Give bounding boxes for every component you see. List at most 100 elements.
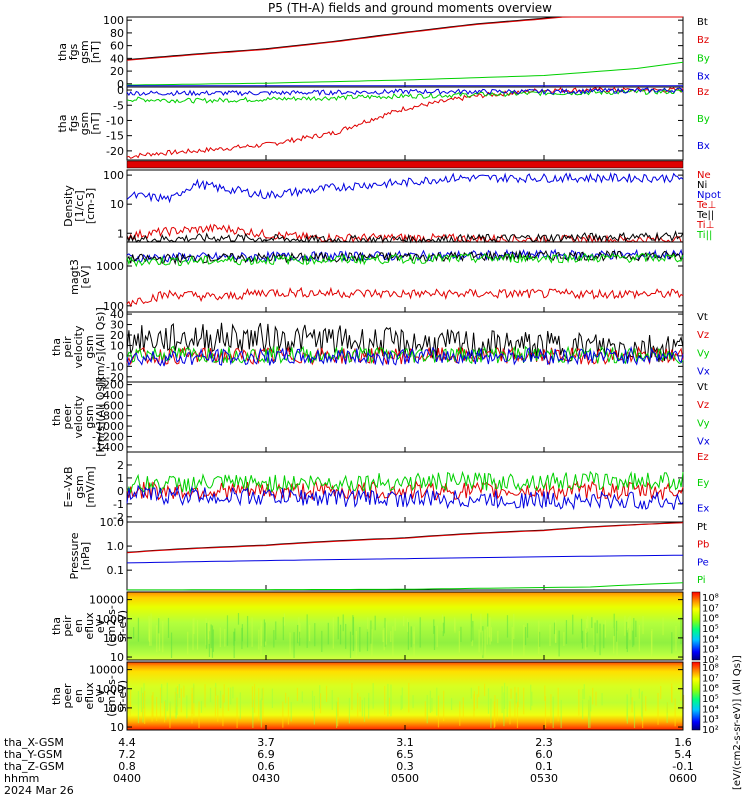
spectrogram-streak (424, 701, 426, 719)
spectrogram-streak (149, 618, 151, 646)
spectrogram-streak (630, 688, 632, 705)
y-tick-label: 2 (117, 459, 124, 472)
spectrogram-streak (626, 619, 628, 631)
spectrogram-streak (641, 690, 643, 722)
spectrogram-streak (531, 691, 533, 706)
spectrogram-streak (298, 617, 300, 642)
spectrogram-streak (459, 701, 461, 726)
y-axis-label: fgs (67, 115, 80, 132)
spectrogram-streak (319, 693, 322, 714)
spectrogram-streak (458, 630, 460, 653)
spectrogram-streak (526, 623, 529, 638)
y-tick-label: 1.0 (107, 540, 125, 553)
legend-vt: Vt (697, 312, 708, 323)
spectrogram-streak (212, 629, 214, 652)
colorbar-tick-label: 10⁴ (702, 634, 719, 645)
spectrogram-streak (224, 628, 226, 647)
y-axis-label: gsm (83, 335, 96, 358)
spectrogram-streak (191, 693, 193, 724)
spectrogram-streak (127, 695, 129, 713)
spectrogram-streak (308, 624, 311, 642)
legend-ti: Ti|| (696, 230, 712, 241)
colorbar-tick-label: 10⁵ (702, 694, 719, 705)
colorbar-tick-label: 10³ (702, 645, 719, 656)
flag-bar-frame (126, 160, 684, 169)
spectrogram-streak (261, 688, 263, 701)
y-tick-label: -800 (99, 410, 124, 423)
spectrogram-streak (589, 695, 591, 728)
y-tick-label: 0 (117, 350, 124, 363)
spectrogram-streak (587, 616, 589, 632)
colorbar-tick-label: 10² (702, 655, 719, 666)
y-tick-label: 10.0 (100, 516, 125, 529)
colorbar-top (691, 591, 701, 661)
spectrogram-streak (258, 688, 260, 721)
spectrogram-streak (591, 617, 593, 628)
y-tick-label: 100 (103, 169, 124, 182)
spectrogram-streak (585, 628, 587, 651)
panel-density: 100 10 1 Density[1/cc][cm-3] NeNiNpotTe⊥Te||… (62, 169, 721, 244)
spectrogram-streak (285, 692, 287, 704)
y-axis-label: (cm2-s- (105, 675, 118, 717)
spectrogram-streak (671, 683, 673, 702)
spectrogram-streak (368, 697, 370, 719)
y-tick-label: 1 (117, 227, 124, 240)
spectrogram-streak (426, 694, 428, 724)
spectrogram-streak (388, 697, 391, 715)
spectrogram-streak (596, 620, 598, 634)
legend-te: Te⊥ (696, 200, 716, 211)
spectrogram-streak (480, 613, 482, 633)
time-axis-value: 5.4 (674, 748, 692, 761)
spectrogram-streak (351, 682, 353, 710)
time-axis-value: 6.5 (396, 748, 414, 761)
spectrogram-streak (299, 623, 301, 638)
spectrogram-streak (133, 627, 135, 639)
spectrogram-streak (392, 626, 394, 658)
series-vx (126, 345, 684, 367)
spectrogram-streak (671, 632, 673, 654)
spectrogram-streak (169, 701, 171, 720)
series-bz (126, 16, 683, 61)
spectrogram-streak (314, 623, 316, 647)
spectrogram-streak (325, 685, 328, 702)
spectrogram-streak (408, 682, 410, 713)
y-axis-label: sr-eV) (116, 610, 129, 642)
spectrogram-streak (616, 630, 618, 656)
spectrogram-streak (680, 617, 682, 645)
spectrogram-streak (517, 687, 519, 708)
spectrogram-streak (516, 701, 519, 728)
spectrogram-streak (572, 614, 574, 635)
spectrogram-streak (260, 698, 262, 728)
spectrogram-streak (359, 626, 361, 652)
spectrogram-streak (313, 695, 315, 725)
spectrogram-streak (580, 618, 583, 643)
spectrogram-streak (227, 687, 230, 711)
time-axis-value: -0.1 (672, 760, 693, 773)
spectrogram-streak (633, 618, 635, 646)
spectrogram-streak (359, 696, 361, 712)
spectrogram-streak (406, 618, 409, 632)
spectrogram-streak (666, 702, 668, 723)
spectrogram-streak (219, 627, 221, 648)
series-ti (126, 252, 684, 268)
spectrogram-streak (200, 701, 203, 713)
spectrogram-streak (290, 702, 292, 722)
y-axis-label: [cm-3] (84, 188, 97, 224)
spectrogram-streak (413, 626, 415, 658)
y-tick-label: 0 (117, 84, 124, 97)
legend-npot: Npot (697, 190, 721, 201)
spectrogram-streak (289, 632, 291, 655)
spectrogram-streak (339, 624, 342, 645)
y-axis-label: [1/cc] (73, 190, 86, 221)
legend-vx: Vx (697, 367, 710, 378)
spectrogram-streak (490, 698, 492, 728)
spectrogram-streak (523, 624, 525, 657)
legend-bz: Bz (697, 87, 709, 98)
legend-ne: Ne (697, 170, 711, 181)
spectrogram-streak (433, 625, 436, 651)
spectrogram-streak (627, 617, 630, 629)
spectrogram-streak (174, 691, 176, 713)
spectrogram-streak (287, 696, 290, 725)
spectrogram-streak (680, 686, 682, 701)
